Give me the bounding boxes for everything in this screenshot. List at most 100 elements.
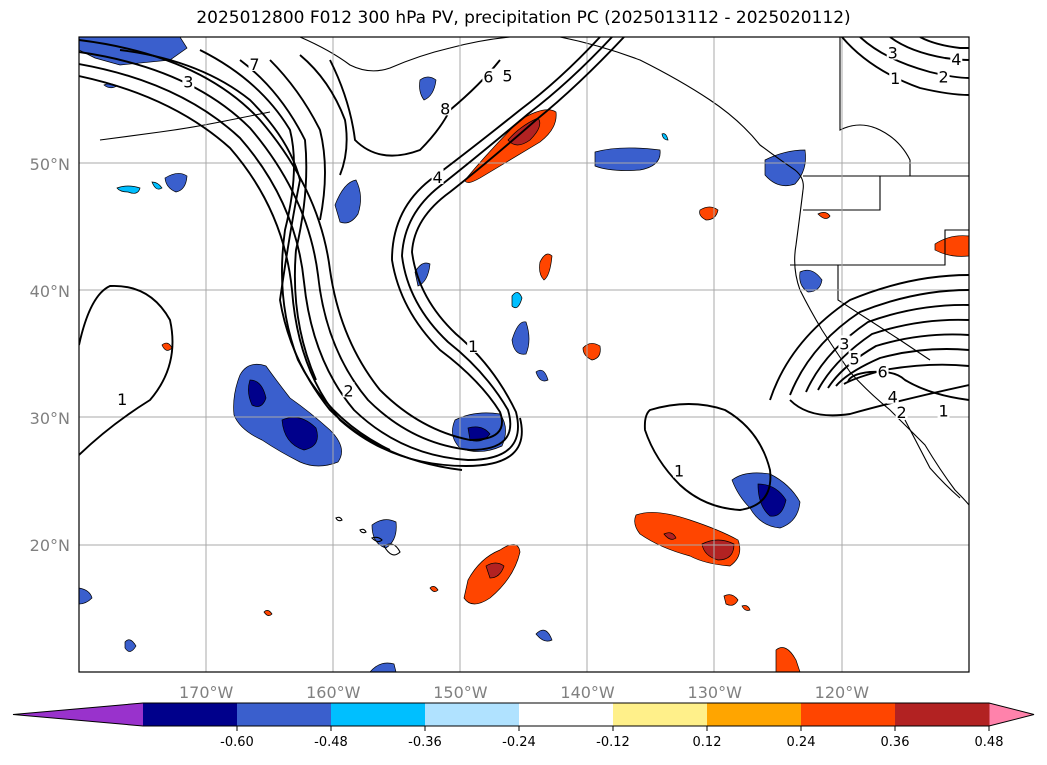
precip-negative-area: [369, 662, 397, 672]
precip-positive-area: [723, 594, 739, 606]
colorbar-extend-min: [13, 703, 143, 726]
pv-contour-label: 5: [502, 66, 512, 85]
pv-label-background: [937, 402, 950, 418]
pv-label-background: [889, 69, 902, 85]
pv-contour-label: 1: [890, 69, 900, 88]
colorbar-segment: [425, 703, 520, 726]
pv-contour-label: 4: [888, 388, 898, 407]
precip-negative-area: [419, 76, 437, 101]
gridlines: [79, 37, 969, 672]
colorbar-tick-label: 0.24: [787, 735, 816, 750]
precip-negative-area: [511, 292, 523, 309]
colorbar-segment: [237, 703, 332, 726]
precip-positive-area: [775, 647, 801, 672]
pv-label-background: [838, 335, 851, 351]
precip-positive-area: [429, 586, 439, 592]
colorbar-segment: [143, 703, 238, 726]
longitude-label: 140°W: [560, 683, 615, 702]
pv-label-background: [848, 350, 861, 366]
colorbar-segment: [519, 703, 614, 726]
colorbar-segment: [895, 703, 990, 726]
pv-contours: [79, 37, 969, 511]
plot-title: 2025012800 F012 300 hPa PV, precipitatio…: [196, 8, 851, 28]
latitude-label: 50°N: [30, 155, 70, 174]
latitude-label: 30°N: [30, 409, 70, 428]
pv-label-background: [182, 73, 195, 89]
precip-negative-area: [764, 149, 806, 187]
longitude-label: 120°W: [815, 683, 870, 702]
colorbar-tick-label: -0.12: [596, 735, 630, 750]
pv-contour-label: 1: [674, 461, 684, 480]
precip-negative-area: [124, 639, 137, 652]
colorbar-tick-label: 0.36: [881, 735, 910, 750]
precip-negative-area: [281, 417, 318, 451]
longitude-label: 170°W: [179, 683, 234, 702]
colorbar-segment: [801, 703, 896, 726]
precip-negative-area: [151, 181, 163, 190]
precip-positive-area: [263, 610, 273, 616]
pv-contour-label: 3: [183, 73, 193, 92]
pv-label-background: [895, 403, 908, 419]
coastlines: [99, 37, 969, 556]
pv-contour-label: 3: [888, 44, 898, 63]
colorbar-tick-label: 0.12: [693, 735, 722, 750]
pv-contour-label: 1: [938, 402, 948, 421]
pv-contour-label: 4: [951, 50, 961, 69]
pv-contour-label: 1: [117, 390, 127, 409]
precip-negative-area: [248, 379, 267, 407]
pv-label-background: [950, 50, 963, 66]
pv-label-background: [673, 462, 686, 478]
colorbar-segment: [613, 703, 708, 726]
latitude-label: 20°N: [30, 536, 70, 555]
longitude-label: 160°W: [306, 683, 361, 702]
pv-contour-label: 4: [432, 168, 442, 187]
pv-contour-label: 5: [849, 350, 859, 369]
pv-contour-label: 8: [440, 99, 450, 118]
pv-contour-label: 3: [839, 334, 849, 353]
pv-label-background: [886, 44, 899, 60]
precip-negative-area: [594, 147, 661, 171]
pv-label-background: [501, 67, 514, 83]
precip-positive-area: [663, 532, 677, 540]
pv-contour-label: 7: [249, 55, 259, 74]
longitude-labels: 170°W 160°W 150°W 140°W 130°W 120°W: [179, 683, 869, 702]
precip-positive-area: [817, 212, 831, 219]
precip-positive-area: [485, 562, 505, 579]
map-frame: [78, 36, 970, 673]
pv-label-background: [886, 388, 899, 404]
precip-negative-area: [511, 321, 530, 355]
pv-label-background: [467, 337, 480, 353]
pv-label-background: [342, 382, 355, 398]
pv-label-background: [439, 100, 452, 116]
colorbar-tick-label: -0.60: [220, 735, 254, 750]
precip-positive-area: [741, 605, 751, 611]
colorbar-segment: [707, 703, 802, 726]
pv-label-background: [248, 55, 261, 71]
precip-positive-area: [539, 253, 553, 281]
precip-negative-area: [79, 587, 93, 605]
pv-contour-label: 6: [483, 68, 493, 87]
precip-negative-area: [799, 269, 823, 293]
pv-contour-label: 2: [343, 381, 353, 400]
latitude-label: 40°N: [30, 282, 70, 301]
latitude-labels: 50°N 40°N 30°N 20°N: [30, 155, 70, 555]
pv-label-background: [937, 68, 950, 84]
colorbar: -0.60 -0.48 -0.36 -0.24 -0.12 0.12 0.24 0.36 0.4…: [12, 702, 1035, 750]
pv-label-background: [482, 68, 495, 84]
precip-negative-area: [535, 629, 553, 642]
precip-negative-area: [757, 483, 787, 517]
colorbar-tick-label: -0.36: [408, 735, 442, 750]
colorbar-segment: [331, 703, 426, 726]
colorbar-tick-label: -0.24: [502, 735, 536, 750]
pv-contour-label: 1: [468, 337, 478, 356]
longitude-label: 150°W: [433, 683, 488, 702]
precip-negative-area: [661, 133, 669, 141]
colorbar-tick-label: 0.48: [975, 735, 1004, 750]
pv-label-background: [116, 391, 129, 407]
pv-contour-label: 6: [877, 362, 887, 381]
colorbar-outline: [12, 702, 1035, 727]
pv-contour-label: 2: [897, 403, 907, 422]
colorbar-tick-label: -0.48: [314, 735, 348, 750]
